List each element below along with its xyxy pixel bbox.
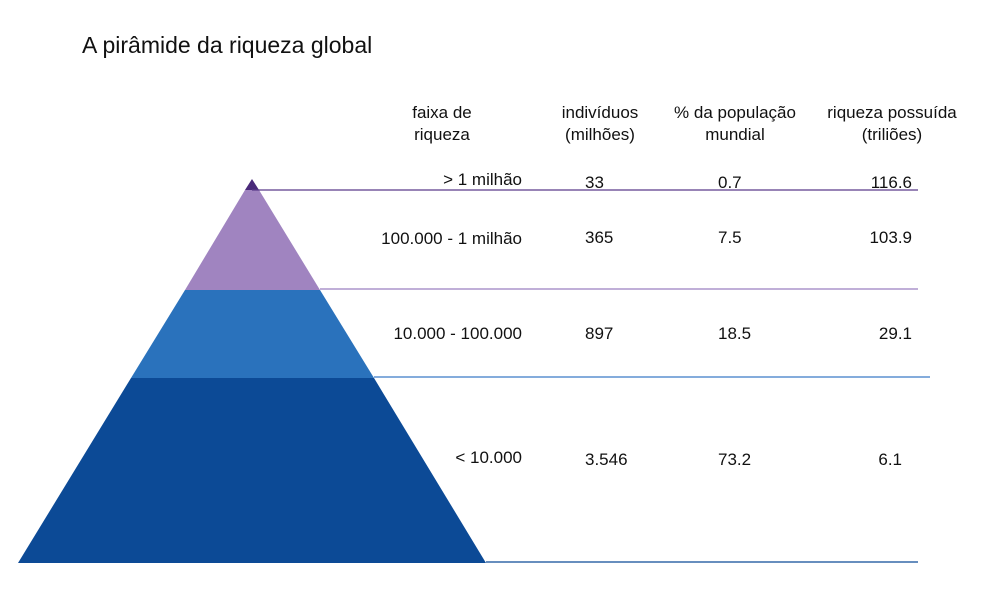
wealth-value: 103.9 bbox=[869, 228, 912, 247]
people-value: 897 bbox=[585, 324, 614, 343]
pyramid-tier-middle bbox=[131, 290, 374, 378]
band-label: 100.000 - 1 milhão bbox=[381, 229, 522, 248]
header-wealth-line1: riqueza possuída bbox=[827, 103, 957, 122]
wealth-value: 6.1 bbox=[878, 450, 902, 469]
pyramid-tier-top bbox=[245, 179, 259, 190]
header-people: indivíduos (milhões) bbox=[545, 102, 655, 146]
header-pct-line1: % da população bbox=[674, 103, 796, 122]
wealth-value: 29.1 bbox=[878, 324, 912, 343]
pyramid-tier-base bbox=[18, 378, 486, 563]
pct-value: 7.5 bbox=[718, 228, 742, 247]
people-value: 3.546 bbox=[585, 450, 628, 469]
header-pct-line2: mundial bbox=[705, 125, 765, 144]
header-wealth: riqueza possuída (triliões) bbox=[812, 102, 972, 146]
people-value: 365 bbox=[585, 228, 614, 247]
header-band-line2: riqueza bbox=[414, 125, 470, 144]
header-wealth-line2: (triliões) bbox=[861, 125, 923, 144]
band-label: < 10.000 bbox=[455, 448, 522, 467]
header-band-line1: faixa de bbox=[412, 103, 472, 122]
header-band: faixa de riqueza bbox=[392, 102, 492, 146]
pct-value: 73.2 bbox=[718, 450, 752, 469]
header-people-line1: indivíduos bbox=[561, 103, 639, 122]
people-value: 33 bbox=[585, 173, 604, 192]
pyramid-tier-upper bbox=[185, 190, 320, 290]
band-label: > 1 milhão bbox=[443, 170, 522, 189]
header-pct: % da população mundial bbox=[660, 102, 810, 146]
wealth-value: 116.6 bbox=[870, 173, 912, 192]
pct-value: 0.7 bbox=[718, 173, 742, 192]
pct-value: 18.5 bbox=[718, 324, 752, 343]
band-label: 10.000 - 100.000 bbox=[393, 324, 522, 343]
header-people-line2: (milhões) bbox=[565, 125, 635, 144]
chart-title: A pirâmide da riqueza global bbox=[82, 32, 373, 58]
